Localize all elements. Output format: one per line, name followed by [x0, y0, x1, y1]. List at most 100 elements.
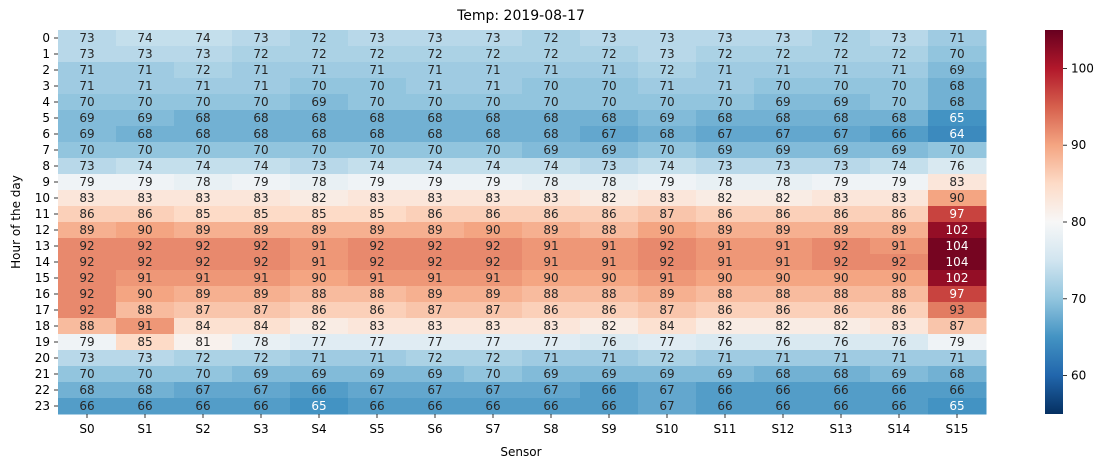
cell-value-label: 102: [946, 271, 969, 285]
cell-value-label: 68: [775, 111, 790, 125]
heatmap-cell: [812, 398, 871, 415]
cell-value-label: 66: [427, 399, 442, 413]
heatmap-cell: [812, 238, 871, 255]
cell-value-label: 88: [717, 287, 732, 301]
cell-value-label: 69: [833, 95, 848, 109]
heatmap-cell: [464, 46, 523, 63]
heatmap-cell: [928, 158, 987, 175]
heatmap-cell: [116, 94, 175, 111]
x-tick-label: S12: [772, 422, 795, 436]
y-tick-label: 0: [42, 31, 50, 45]
heatmap-cell: [116, 206, 175, 223]
heatmap-cell: [754, 30, 813, 47]
heatmap-cell: [348, 190, 407, 207]
heatmap-cell: [58, 142, 117, 159]
cell-value-label: 70: [543, 79, 558, 93]
cell-value-label: 78: [775, 175, 790, 189]
cell-value-label: 71: [79, 79, 94, 93]
heatmap-cell: [464, 334, 523, 351]
heatmap-cell: [232, 318, 291, 335]
heatmap-cell: [928, 94, 987, 111]
heatmap-cell: [870, 270, 929, 287]
cell-value-label: 92: [369, 255, 384, 269]
heatmap-cell: [58, 110, 117, 127]
heatmap-cell: [174, 366, 233, 383]
heatmap-cell: [174, 254, 233, 271]
heatmap-cell: [464, 238, 523, 255]
heatmap-cell: [522, 78, 581, 95]
heatmap-cell: [406, 126, 465, 143]
heatmap-cell: [928, 206, 987, 223]
cell-value-label: 91: [891, 239, 906, 253]
heatmap-cell: [464, 222, 523, 239]
heatmap-cell: [580, 46, 639, 63]
cell-value-label: 71: [427, 63, 442, 77]
heatmap-cell: [116, 270, 175, 287]
heatmap-cell: [232, 302, 291, 319]
cell-value-label: 72: [427, 351, 442, 365]
cell-value-label: 67: [485, 383, 500, 397]
heatmap-cell: [638, 142, 697, 159]
cell-value-label: 73: [485, 31, 500, 45]
heatmap-cell: [290, 270, 349, 287]
heatmap-cell: [580, 398, 639, 415]
cell-value-label: 69: [659, 111, 674, 125]
heatmap-cell: [580, 190, 639, 207]
cell-value-label: 70: [775, 79, 790, 93]
cell-value-label: 66: [949, 383, 964, 397]
heatmap-cell: [232, 350, 291, 367]
heatmap-cell: [406, 222, 465, 239]
cell-value-label: 91: [253, 271, 268, 285]
heatmap-cell: [464, 254, 523, 271]
x-tick-label: S8: [543, 422, 558, 436]
cell-value-label: 77: [543, 335, 558, 349]
cell-value-label: 91: [775, 239, 790, 253]
heatmap-cell: [116, 62, 175, 79]
heatmap-cell: [812, 254, 871, 271]
cell-value-label: 81: [195, 335, 210, 349]
cell-value-label: 72: [311, 31, 326, 45]
cell-value-label: 90: [833, 271, 848, 285]
heatmap-cell: [58, 190, 117, 207]
cell-value-label: 68: [717, 111, 732, 125]
cell-value-label: 69: [543, 143, 558, 157]
cell-value-label: 66: [311, 383, 326, 397]
cell-value-label: 68: [543, 111, 558, 125]
heatmap-cell: [290, 94, 349, 111]
heatmap-cell: [58, 94, 117, 111]
heatmap-cell: [580, 62, 639, 79]
cell-value-label: 68: [369, 111, 384, 125]
cell-value-label: 72: [253, 351, 268, 365]
cell-value-label: 92: [137, 255, 152, 269]
heatmap-cell: [696, 238, 755, 255]
heatmap-cell: [754, 62, 813, 79]
cell-value-label: 88: [543, 287, 558, 301]
heatmap-cell: [638, 78, 697, 95]
cell-value-label: 82: [601, 191, 616, 205]
cell-value-label: 67: [659, 399, 674, 413]
cell-value-label: 97: [949, 287, 964, 301]
heatmap-cell: [232, 126, 291, 143]
cell-value-label: 89: [775, 223, 790, 237]
heatmap-cell: [174, 398, 233, 415]
cell-value-label: 72: [833, 31, 848, 45]
cell-value-label: 70: [369, 79, 384, 93]
cell-value-label: 82: [717, 191, 732, 205]
cell-value-label: 72: [659, 351, 674, 365]
heatmap-cell: [638, 206, 697, 223]
heatmap-cell: [638, 286, 697, 303]
heatmap-cell: [406, 270, 465, 287]
heatmap-cell: [580, 142, 639, 159]
cell-value-label: 71: [253, 79, 268, 93]
cell-value-label: 86: [427, 207, 442, 221]
heatmap-cell: [464, 126, 523, 143]
cell-value-label: 69: [717, 143, 732, 157]
cell-value-label: 84: [195, 319, 210, 333]
heatmap-cell: [870, 110, 929, 127]
cell-value-label: 66: [253, 399, 268, 413]
heatmap-cell: [754, 286, 813, 303]
cell-value-label: 72: [833, 47, 848, 61]
cell-value-label: 67: [659, 383, 674, 397]
heatmap-cell: [58, 174, 117, 191]
cell-value-label: 86: [369, 303, 384, 317]
